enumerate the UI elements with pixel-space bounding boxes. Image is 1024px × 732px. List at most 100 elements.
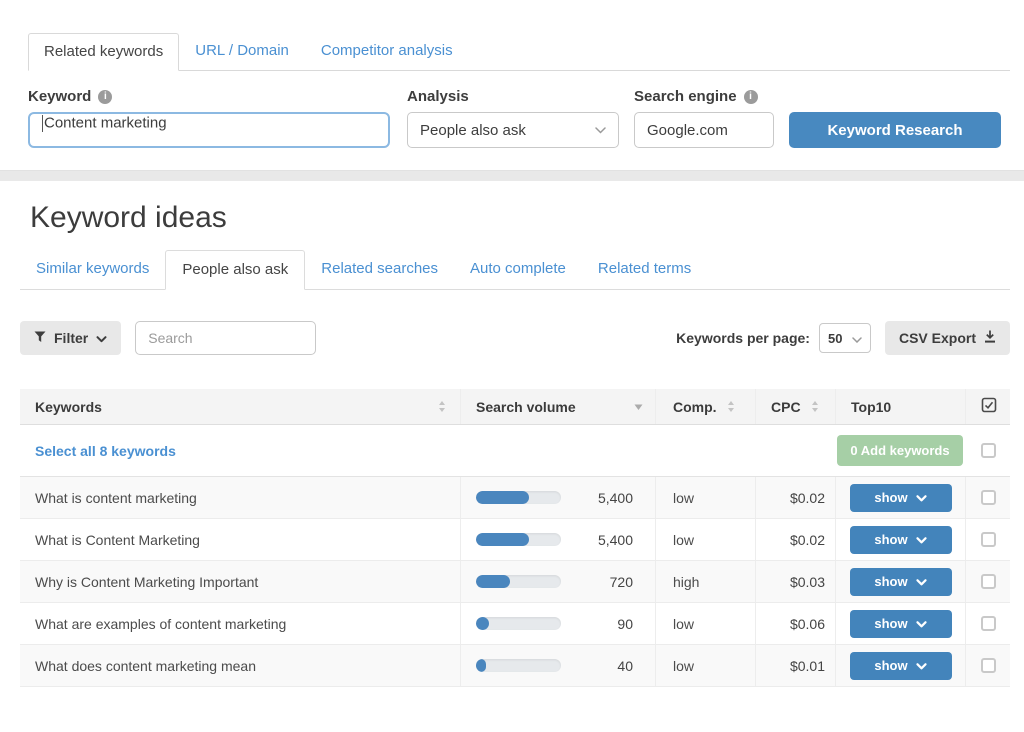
show-button[interactable]: show <box>849 525 952 554</box>
table-row: What is content marketing 5,400 low $0.0… <box>20 477 1010 519</box>
chevron-down-icon <box>916 574 927 589</box>
keyword-research-button[interactable]: Keyword Research <box>789 112 1001 148</box>
keyword-research-form: Keyword i Content marketing Analysis Peo… <box>28 88 1010 148</box>
keyword-input[interactable]: Content marketing <box>28 112 390 148</box>
filter-button[interactable]: Filter <box>20 321 122 355</box>
table-row: What are examples of content marketing 9… <box>20 603 1010 645</box>
search-engine-label: Search engine <box>634 88 737 105</box>
table-toolbar: Filter Keywords per page: 50 CSV Export <box>20 321 1010 355</box>
tab-people-also-ask[interactable]: People also ask <box>165 250 306 290</box>
sort-icon[interactable] <box>438 400 446 413</box>
select-all-row: Select all 8 keywords 0 Add keywords <box>20 425 1010 477</box>
competition-cell: low <box>655 645 755 686</box>
table-row: What does content marketing mean 40 low … <box>20 645 1010 687</box>
competition-cell: low <box>655 603 755 644</box>
checkbox-cell <box>965 603 1010 644</box>
analysis-select[interactable]: People also ask <box>407 112 619 148</box>
keyword-label: Keyword <box>28 88 92 105</box>
tab-competitor-analysis[interactable]: Competitor analysis <box>320 42 453 59</box>
row-checkbox[interactable] <box>981 532 996 547</box>
sort-desc-icon[interactable] <box>634 404 643 410</box>
chevron-down-icon <box>852 331 862 346</box>
volume-bar <box>476 617 561 630</box>
top10-header-label: Top10 <box>851 398 892 415</box>
volume-bar <box>476 491 561 504</box>
select-all-checkbox-cell <box>965 425 1010 476</box>
checkbox-cell <box>965 477 1010 518</box>
competition-cell: low <box>655 477 755 518</box>
search-engine-field-group: Search engine i <box>634 88 774 148</box>
top10-cell: show <box>835 477 965 518</box>
keyword-cell: What is Content Marketing <box>35 531 200 548</box>
top10-cell: show <box>835 645 965 686</box>
chevron-down-icon <box>916 532 927 547</box>
show-button[interactable]: show <box>849 651 952 680</box>
tab-url-domain[interactable]: URL / Domain <box>195 42 289 59</box>
sort-icon[interactable] <box>727 400 735 413</box>
filter-button-label: Filter <box>54 330 89 346</box>
search-volume-cell: 5,400 <box>460 477 655 518</box>
cpc-cell: $0.06 <box>755 603 835 644</box>
column-header-cpc[interactable]: CPC <box>755 389 835 424</box>
show-button-label: show <box>874 490 908 505</box>
show-button-label: show <box>874 616 908 631</box>
comp-header-label: Comp. <box>673 398 717 415</box>
show-button-label: show <box>874 658 908 673</box>
cpc-cell: $0.02 <box>755 477 835 518</box>
add-keywords-button[interactable]: 0 Add keywords <box>837 435 963 466</box>
search-engine-input[interactable] <box>634 112 774 148</box>
show-button[interactable]: show <box>849 609 952 638</box>
analysis-label: Analysis <box>407 88 469 105</box>
tab-similar-keywords[interactable]: Similar keywords <box>36 260 150 277</box>
column-header-search-volume[interactable]: Search volume <box>460 389 655 424</box>
analysis-field-group: Analysis People also ask <box>407 88 619 148</box>
tab-related-keywords[interactable]: Related keywords <box>28 33 180 71</box>
row-checkbox[interactable] <box>981 574 996 589</box>
keyword-cell: What are examples of content marketing <box>35 615 287 632</box>
page-title: Keyword ideas <box>30 201 227 234</box>
text-caret <box>42 114 43 132</box>
search-volume-cell: 90 <box>460 603 655 644</box>
top10-cell: show <box>835 603 965 644</box>
top10-cell: show <box>835 519 965 560</box>
tab-auto-complete[interactable]: Auto complete <box>470 260 566 277</box>
column-header-select[interactable] <box>965 389 1010 424</box>
info-icon[interactable]: i <box>98 89 113 104</box>
download-icon <box>984 330 996 346</box>
result-tab-bar: Similar keywords People also ask Related… <box>20 250 1010 290</box>
csv-export-label: CSV Export <box>898 330 976 346</box>
top10-cell: show <box>835 561 965 602</box>
select-all-checkbox[interactable] <box>981 443 996 458</box>
keyword-cell: What is content marketing <box>35 489 197 506</box>
column-header-keywords[interactable]: Keywords <box>20 389 460 424</box>
row-checkbox[interactable] <box>981 490 996 505</box>
show-button-label: show <box>874 532 908 547</box>
sort-icon[interactable] <box>811 400 819 413</box>
per-page-select[interactable]: 50 <box>818 323 871 353</box>
chevron-down-icon <box>96 330 107 346</box>
volume-bar <box>476 659 561 672</box>
search-input[interactable] <box>135 321 317 355</box>
info-icon[interactable]: i <box>743 89 758 104</box>
csv-export-button[interactable]: CSV Export <box>884 321 1010 355</box>
show-button[interactable]: show <box>849 483 952 512</box>
select-all-link[interactable]: Select all 8 keywords <box>35 442 176 459</box>
section-divider <box>0 170 1024 181</box>
cpc-header-label: CPC <box>771 398 801 415</box>
row-checkbox[interactable] <box>981 616 996 631</box>
keywords-table: Keywords Search volume Comp. CPC <box>20 389 1010 687</box>
column-header-comp[interactable]: Comp. <box>655 389 755 424</box>
competition-cell: high <box>655 561 755 602</box>
checkbox-cell <box>965 561 1010 602</box>
keyword-field-group: Keyword i Content marketing <box>28 88 390 148</box>
cpc-cell: $0.01 <box>755 645 835 686</box>
checked-checkbox-icon[interactable] <box>981 397 997 416</box>
keyword-cell: What does content marketing mean <box>35 657 257 674</box>
show-button[interactable]: show <box>849 567 952 596</box>
tab-related-searches[interactable]: Related searches <box>321 260 438 277</box>
tab-related-terms[interactable]: Related terms <box>597 260 692 277</box>
row-checkbox[interactable] <box>981 658 996 673</box>
cpc-cell: $0.02 <box>755 519 835 560</box>
keyword-research-page: Related keywords URL / Domain Competitor… <box>0 33 1024 732</box>
volume-value: 5,400 <box>597 531 633 548</box>
